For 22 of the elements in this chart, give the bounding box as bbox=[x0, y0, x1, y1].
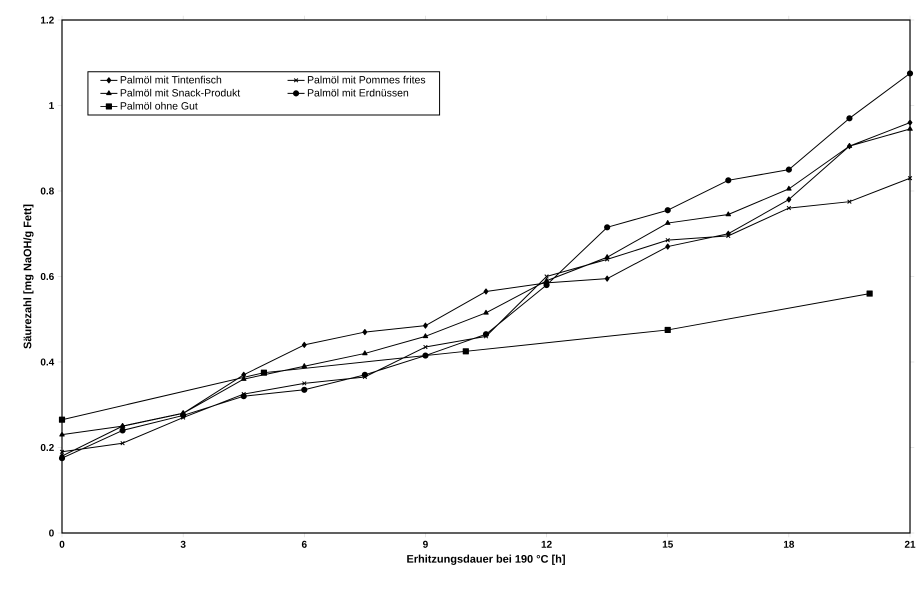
y-tick-label: 0 bbox=[49, 529, 54, 537]
y-tick-label: 1 bbox=[49, 102, 54, 109]
legend-label: Palmöl mit Tintenfisch bbox=[120, 76, 222, 84]
x-tick-label: 15 bbox=[662, 540, 673, 548]
x-tick-label: 9 bbox=[423, 540, 428, 548]
x-tick-label: 3 bbox=[180, 540, 186, 548]
legend-label: Palmöl mit Erdnüssen bbox=[308, 88, 408, 97]
legend-label: Palmöl mit Pommes frites bbox=[308, 76, 426, 84]
y-tick-label: 0.6 bbox=[40, 272, 54, 280]
y-tick-label: 0.8 bbox=[40, 187, 54, 195]
x-tick-label: 6 bbox=[302, 540, 307, 548]
y-tick-label: 0.4 bbox=[40, 358, 54, 366]
x-tick-label: 21 bbox=[904, 540, 916, 548]
x-tick-label: 0 bbox=[60, 540, 64, 548]
x-tick-label: 12 bbox=[542, 540, 552, 548]
x-tick-label: 18 bbox=[784, 540, 794, 548]
legend-label: Palmöl mit Snack-Produkt bbox=[120, 88, 240, 97]
y-axis-title: Säurezahl [mg NaOH/g Fett] bbox=[23, 204, 34, 349]
y-tick-label: 1.2 bbox=[41, 16, 54, 24]
legend-label: Palmöl ohne Gut bbox=[120, 102, 198, 110]
y-tick-label: 0.2 bbox=[40, 444, 54, 452]
x-axis-title: Erhitzungsdauer bei 190 °C [h] bbox=[407, 554, 565, 565]
